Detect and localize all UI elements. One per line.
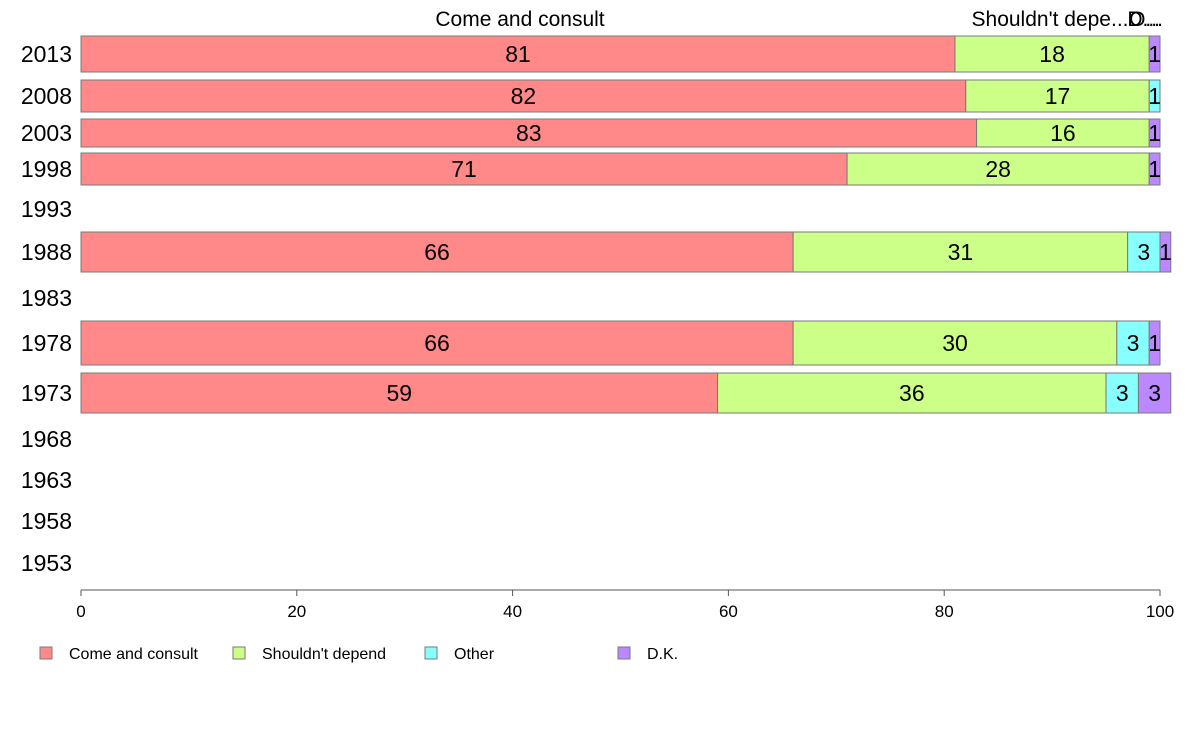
top-series-label-3: O... bbox=[1129, 8, 1163, 31]
bar-label-2003-d-k: 1 bbox=[1148, 120, 1161, 146]
bar-2013-d-k bbox=[1148, 35, 1161, 73]
bar-1973-d-k bbox=[1137, 372, 1172, 414]
legend-swatch-shouldn-t-depend bbox=[232, 646, 246, 660]
bar-label-1973-d-k: 3 bbox=[1148, 380, 1161, 406]
year-label-1983: 1983 bbox=[21, 285, 72, 311]
bar-1978-come-and-consult bbox=[80, 320, 794, 366]
bar-label-1988-come-and-consult: 66 bbox=[424, 239, 450, 265]
bar-1973-shouldn-t-depend bbox=[717, 372, 1107, 414]
bar-label-1998-come-and-consult: 71 bbox=[451, 156, 477, 182]
bar-2008-shouldn-t-depend bbox=[965, 79, 1150, 113]
bar-label-2008-other: 1 bbox=[1148, 83, 1161, 109]
bar-label-2013-d-k: 1 bbox=[1148, 41, 1161, 67]
bar-1988-d-k bbox=[1159, 231, 1172, 273]
bar-1978-d-k bbox=[1148, 320, 1161, 366]
bar-1973-other bbox=[1105, 372, 1139, 414]
bar-label-1978-other: 3 bbox=[1127, 330, 1140, 356]
year-label-2008: 2008 bbox=[21, 83, 72, 109]
bar-label-1973-other: 3 bbox=[1116, 380, 1129, 406]
year-label-1953: 1953 bbox=[21, 550, 72, 576]
bar-label-1978-shouldn-t-depend: 30 bbox=[942, 330, 968, 356]
bar-2013-shouldn-t-depend bbox=[954, 35, 1150, 73]
year-label-1958: 1958 bbox=[21, 508, 72, 534]
bar-1998-come-and-consult bbox=[80, 152, 848, 186]
year-label-2003: 2003 bbox=[21, 120, 72, 146]
x-tick-label-20: 20 bbox=[287, 602, 306, 621]
year-label-1988: 1988 bbox=[21, 239, 72, 265]
bar-label-1988-d-k: 1 bbox=[1159, 239, 1172, 265]
bar-2003-d-k bbox=[1148, 118, 1161, 148]
bar-label-2008-come-and-consult: 82 bbox=[511, 83, 537, 109]
bar-label-1998-shouldn-t-depend: 28 bbox=[985, 156, 1011, 182]
top-series-label-4: D... bbox=[1127, 8, 1160, 31]
bar-label-2003-come-and-consult: 83 bbox=[516, 120, 542, 146]
legend-label-other: Other bbox=[454, 646, 495, 663]
legend-swatch-d-k bbox=[617, 646, 631, 660]
bar-2008-other bbox=[1148, 79, 1161, 113]
top-series-label-1: Come and consult bbox=[435, 8, 604, 31]
legend-swatch-other bbox=[424, 646, 438, 660]
bar-label-1998-d-k: 1 bbox=[1148, 156, 1161, 182]
year-label-1998: 1998 bbox=[21, 156, 72, 182]
bar-label-1978-d-k: 1 bbox=[1148, 330, 1161, 356]
legend-label-d-k: D.K. bbox=[647, 646, 678, 663]
legend-label-shouldn-t-depend: Shouldn't depend bbox=[262, 646, 386, 663]
bar-1988-other bbox=[1127, 231, 1161, 273]
bar-label-1988-other: 3 bbox=[1137, 239, 1150, 265]
bar-1988-shouldn-t-depend bbox=[792, 231, 1129, 273]
year-label-2013: 2013 bbox=[21, 41, 72, 67]
bar-2008-come-and-consult bbox=[80, 79, 967, 113]
bar-1988-come-and-consult bbox=[80, 231, 794, 273]
bar-label-2008-shouldn-t-depend: 17 bbox=[1045, 83, 1071, 109]
x-tick-label-40: 40 bbox=[503, 602, 522, 621]
top-series-label-2: Shouldn't depe... bbox=[972, 8, 1129, 31]
x-tick-label-0: 0 bbox=[76, 602, 85, 621]
bar-1998-shouldn-t-depend bbox=[846, 152, 1150, 186]
legend-swatch-come-and-consult bbox=[39, 646, 53, 660]
year-label-1968: 1968 bbox=[21, 426, 72, 452]
bar-label-1988-shouldn-t-depend: 31 bbox=[948, 239, 974, 265]
bar-label-1973-come-and-consult: 59 bbox=[387, 380, 413, 406]
year-label-1978: 1978 bbox=[21, 330, 72, 356]
x-tick-label-100: 100 bbox=[1146, 602, 1174, 621]
bar-1998-d-k bbox=[1148, 152, 1161, 186]
bar-2003-come-and-consult bbox=[80, 118, 978, 148]
bar-label-2013-come-and-consult: 81 bbox=[505, 41, 531, 67]
year-label-1963: 1963 bbox=[21, 467, 72, 493]
bar-label-1978-come-and-consult: 66 bbox=[424, 330, 450, 356]
bar-1978-other bbox=[1116, 320, 1150, 366]
bar-1978-shouldn-t-depend bbox=[792, 320, 1118, 366]
legend-label-come-and-consult: Come and consult bbox=[69, 646, 199, 663]
year-label-1973: 1973 bbox=[21, 380, 72, 406]
x-tick-label-80: 80 bbox=[935, 602, 954, 621]
bar-label-2003-shouldn-t-depend: 16 bbox=[1050, 120, 1076, 146]
bar-label-1973-shouldn-t-depend: 36 bbox=[899, 380, 925, 406]
bar-1973-come-and-consult bbox=[80, 372, 719, 414]
year-label-1993: 1993 bbox=[21, 196, 72, 222]
bar-label-2013-shouldn-t-depend: 18 bbox=[1039, 41, 1065, 67]
x-tick-label-60: 60 bbox=[719, 602, 738, 621]
